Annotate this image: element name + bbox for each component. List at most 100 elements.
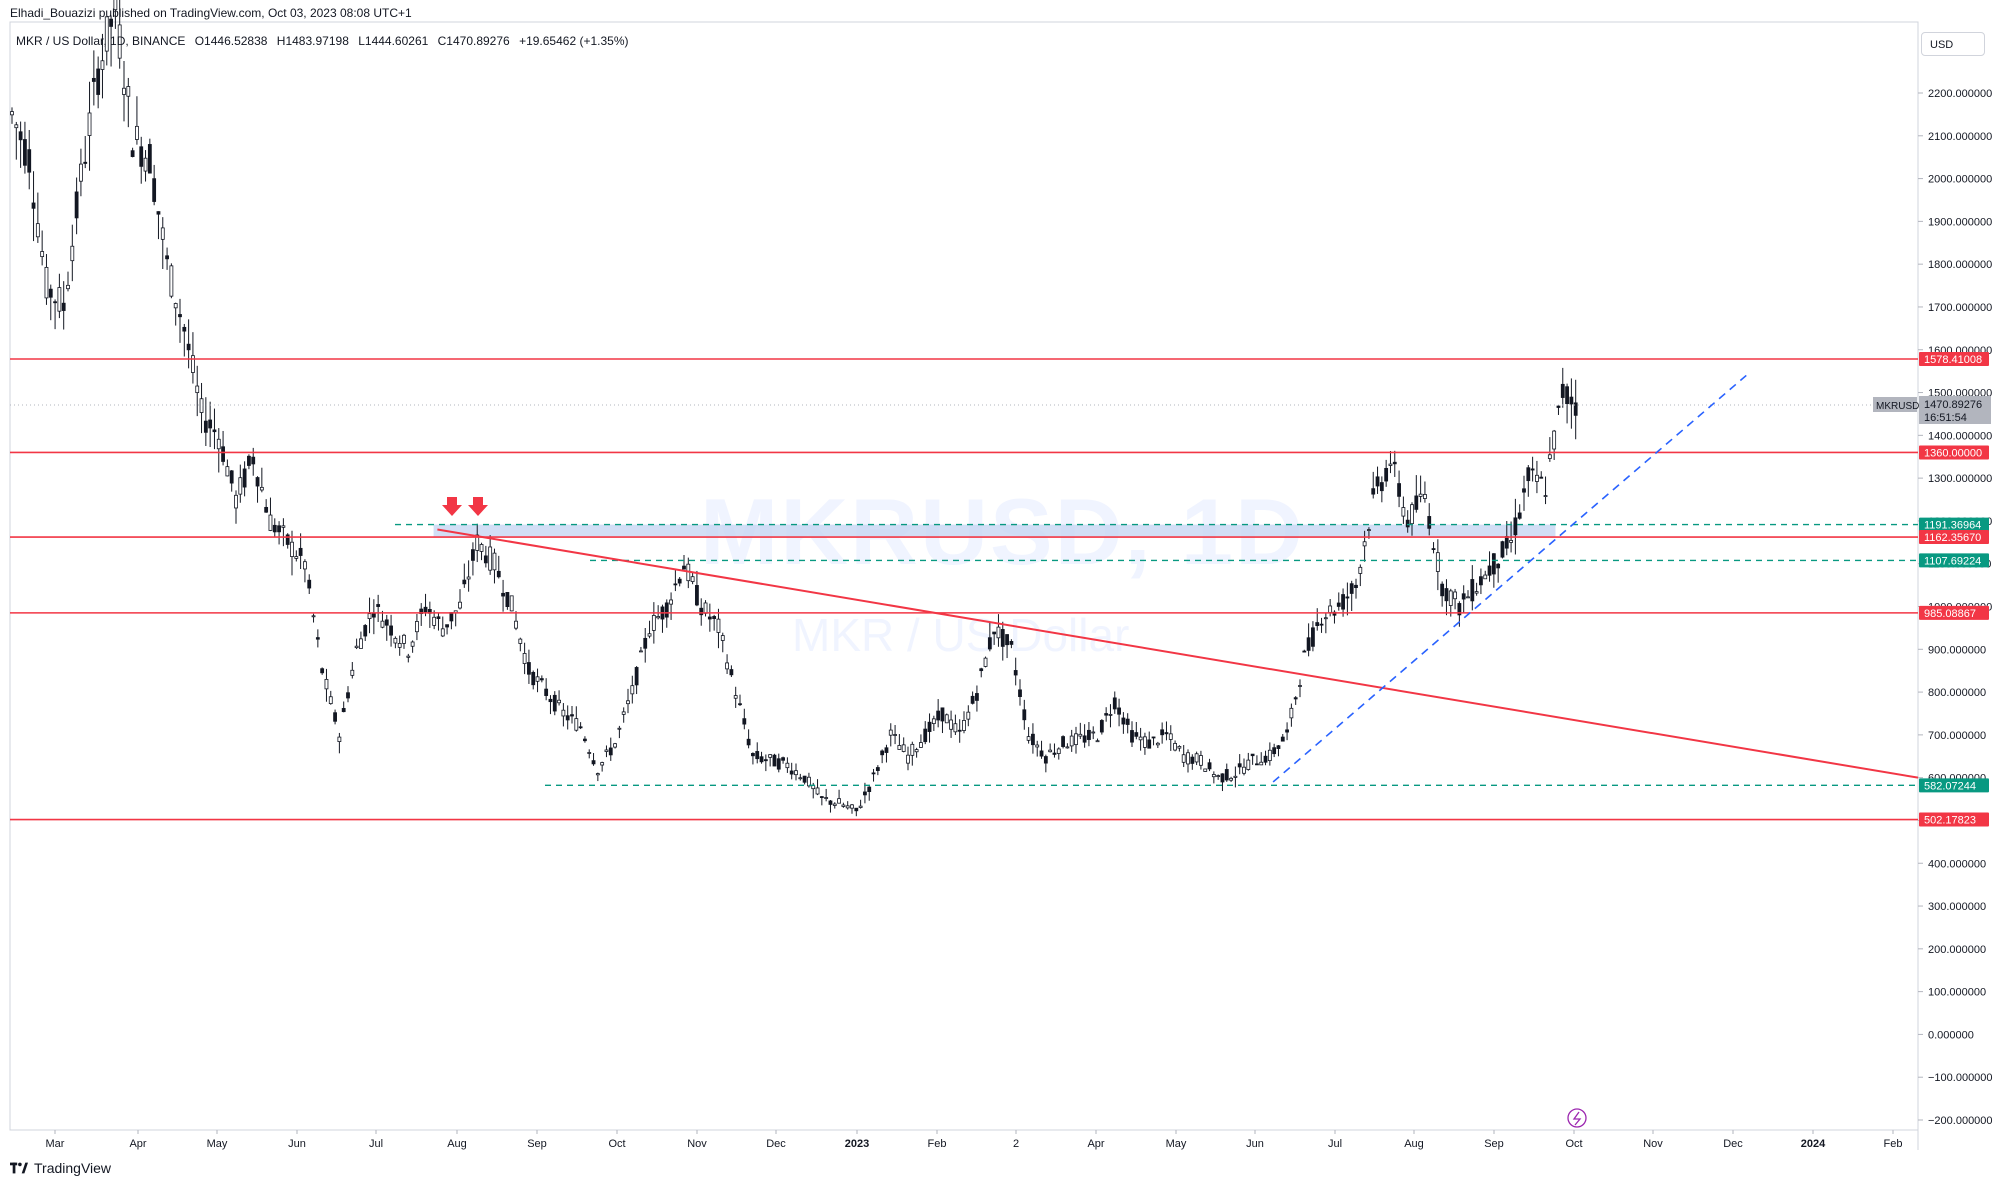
candle-up bbox=[600, 762, 605, 766]
candle-up bbox=[415, 621, 419, 633]
candle-up bbox=[294, 556, 299, 559]
candle-up bbox=[656, 616, 661, 619]
candle-down bbox=[1061, 736, 1065, 747]
time-tick-label: Feb bbox=[928, 1138, 947, 1150]
candle-down bbox=[987, 637, 992, 650]
candle-down bbox=[1220, 773, 1225, 783]
publish-info: Elhadi_Bouazizi published on TradingView… bbox=[10, 6, 412, 20]
price-tick-label: 2200.000000 bbox=[1928, 88, 1992, 100]
candle-down bbox=[1013, 670, 1018, 676]
price-tick-label: 2000.000000 bbox=[1928, 174, 1992, 186]
symbol-title[interactable]: MKR / US Dollar, 1D, BINANCE bbox=[16, 34, 186, 48]
candle-down bbox=[1263, 755, 1268, 763]
candle-down bbox=[1082, 735, 1087, 743]
candle-down bbox=[544, 688, 549, 696]
candle-down bbox=[376, 604, 381, 607]
time-axis: Mar Apr May Jun Jul Aug Sep Oct Nov Dec 2023 Feb 2 Ap… bbox=[46, 1130, 1902, 1150]
candle-up bbox=[367, 613, 372, 620]
candle-down bbox=[186, 343, 191, 351]
symbol-badge bbox=[1873, 396, 1917, 412]
candle-up bbox=[1199, 755, 1203, 766]
candle-down bbox=[591, 760, 596, 765]
candle-up bbox=[1401, 507, 1406, 517]
price-tick-label: 1300.000000 bbox=[1928, 473, 1992, 485]
candle-up bbox=[716, 618, 721, 633]
candle-down bbox=[746, 738, 751, 746]
candle-up bbox=[617, 727, 622, 730]
candle-up bbox=[1246, 759, 1251, 770]
candle-down bbox=[285, 534, 290, 545]
candle-down bbox=[979, 668, 984, 672]
candle-down bbox=[1311, 627, 1315, 647]
candle-up bbox=[402, 634, 406, 644]
candle-up bbox=[1448, 590, 1453, 606]
candle-down bbox=[1112, 697, 1117, 710]
candle-down bbox=[759, 756, 764, 763]
candle-up bbox=[966, 711, 971, 720]
price-level-label: 1360.00000 bbox=[1924, 447, 1982, 459]
marker-layer bbox=[442, 497, 1587, 1128]
candle-up bbox=[1328, 605, 1333, 613]
candle-up bbox=[126, 86, 131, 97]
candle-down bbox=[1319, 623, 1324, 626]
candle-down bbox=[1569, 396, 1574, 405]
candle-up bbox=[268, 514, 273, 531]
candle-up bbox=[626, 700, 630, 705]
candle-up bbox=[1155, 742, 1160, 746]
time-tick-label: Aug bbox=[1404, 1138, 1424, 1150]
candle-down bbox=[940, 707, 945, 722]
candle-down bbox=[975, 693, 979, 701]
candle-up bbox=[1509, 539, 1513, 543]
candle-down bbox=[643, 637, 648, 649]
ohlc-close: C1470.89276 bbox=[437, 34, 510, 48]
candle-up bbox=[173, 303, 178, 309]
candle-up bbox=[841, 804, 846, 807]
candle-up bbox=[238, 477, 243, 495]
candle-down bbox=[539, 678, 544, 681]
candle-down bbox=[1087, 729, 1091, 740]
candle-down bbox=[531, 671, 536, 686]
price-tick-label: 1900.000000 bbox=[1928, 216, 1992, 228]
candle-up bbox=[475, 534, 480, 551]
candle-up bbox=[1143, 736, 1147, 748]
currency-button[interactable]: USD bbox=[1921, 32, 1985, 56]
candle-down bbox=[1207, 762, 1212, 770]
price-tick-label: 200.000000 bbox=[1928, 944, 1986, 956]
candle-up bbox=[57, 287, 62, 312]
candle-up bbox=[1418, 493, 1423, 497]
candle-down bbox=[1160, 729, 1165, 736]
candle-up bbox=[798, 777, 803, 780]
candle-up bbox=[621, 711, 626, 715]
candle-down bbox=[307, 579, 312, 589]
price-level-badge bbox=[1919, 605, 1989, 620]
candle-up bbox=[492, 552, 497, 571]
candle-up bbox=[1410, 504, 1414, 525]
descending-trendline bbox=[437, 528, 1919, 779]
candle-up bbox=[893, 734, 897, 736]
candle-down bbox=[1371, 488, 1376, 495]
candle-up bbox=[824, 797, 829, 799]
price-level-badge bbox=[1919, 778, 1989, 793]
candle-down bbox=[1444, 588, 1449, 602]
candle-down bbox=[31, 202, 36, 209]
candle-down bbox=[923, 728, 928, 743]
time-tick-label: May bbox=[1166, 1138, 1187, 1150]
candle-down bbox=[1487, 565, 1492, 576]
candle-down bbox=[729, 669, 734, 676]
candle-down bbox=[781, 757, 785, 761]
candle-down bbox=[1384, 467, 1389, 482]
candle-up bbox=[815, 787, 820, 795]
candle-down bbox=[1539, 476, 1544, 479]
ohlc-legend: MKR / US Dollar, 1D, BINANCE O1446.52838… bbox=[16, 34, 634, 48]
candle-down bbox=[552, 694, 557, 712]
candle-up bbox=[832, 803, 837, 806]
candle-up bbox=[514, 620, 518, 629]
candle-down bbox=[1272, 747, 1277, 755]
candle-up bbox=[350, 669, 355, 676]
candle-up bbox=[40, 251, 45, 258]
candle-down bbox=[449, 612, 454, 622]
price-tick-label: 800.000000 bbox=[1928, 687, 1986, 699]
candle-up bbox=[845, 805, 850, 809]
candle-down bbox=[1405, 519, 1410, 528]
